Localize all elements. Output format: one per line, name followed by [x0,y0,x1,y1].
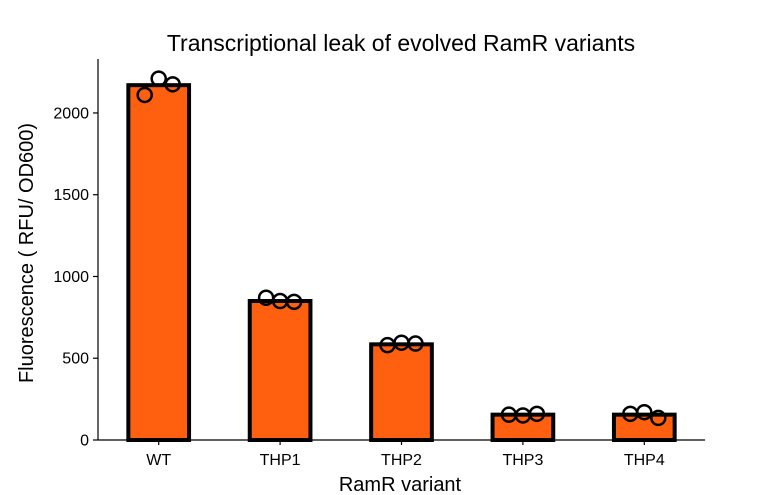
y-axis: 0 500 1000 1500 2000 [53,59,99,450]
y-tick-label: 1500 [53,187,89,204]
chart-title: Transcriptional leak of evolved RamR var… [167,30,635,56]
replicate-point-wt-1 [136,86,153,104]
y-tick-label: 0 [80,433,89,450]
y-tick-label: 500 [62,351,89,368]
bar-thp1 [247,299,313,442]
x-tick-label: WT [146,452,171,469]
plot-area: 0 500 1000 1500 2000 WT THP1 THP2 THP3 THP4 [53,59,705,469]
x-tick-label: THP3 [502,452,543,469]
replicate-point-thp4-3 [650,409,667,427]
x-tick-label: THP1 [260,452,301,469]
replicate-points [136,70,667,427]
y-axis-label: Fluorescence ( RFU/ OD600) [16,123,38,383]
replicate-point-thp4-2 [636,403,653,421]
bars [126,83,677,443]
replicate-point-wt-2 [150,70,167,87]
x-tick-label: THP4 [624,452,665,469]
bar-thp2 [369,342,434,442]
replicate-point-thp3-3 [528,405,546,423]
y-tick-label: 2000 [53,105,89,122]
x-axis-label: RamR variant [339,474,462,495]
y-tick-label: 1000 [53,269,89,286]
x-axis: WT THP1 THP2 THP3 THP4 [98,439,705,469]
bar-wt [126,83,192,443]
x-tick-label: THP2 [381,452,422,469]
replicate-point-wt-3 [164,76,181,93]
replicate-point-thp1-3 [285,293,303,311]
replicate-point-thp2-3 [407,335,424,352]
